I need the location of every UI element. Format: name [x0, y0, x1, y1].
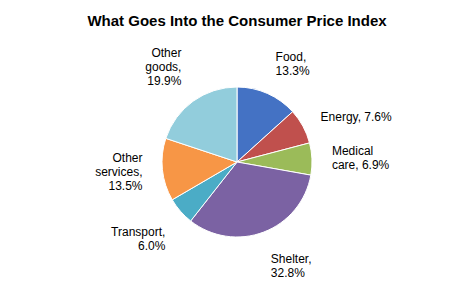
svg-text:Otherservices,13.5%: Otherservices,13.5% [95, 151, 143, 193]
svg-text:Energy, 7.6%: Energy, 7.6% [321, 110, 392, 124]
svg-text:Food,13.3%: Food,13.3% [276, 50, 310, 78]
svg-text:Medicalcare, 6.9%: Medicalcare, 6.9% [332, 144, 390, 172]
svg-text:Transport,6.0%: Transport,6.0% [111, 225, 166, 253]
svg-text:Shelter,32.8%: Shelter,32.8% [271, 252, 312, 280]
html-text:What Goes Into the Consumer Pr: What Goes Into the Consumer Price Index [87, 12, 387, 29]
svg-text:Othergoods,19.9%: Othergoods,19.9% [145, 46, 181, 88]
